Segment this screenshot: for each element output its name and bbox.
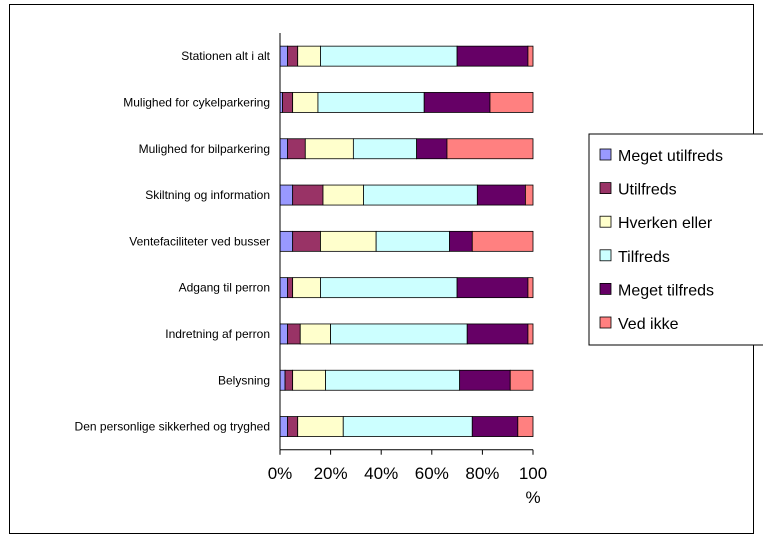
legend-label-hverken-eller: Hverken eller	[618, 215, 713, 232]
bar-segment-tilfreds-adgang-til-perron	[320, 277, 458, 299]
bar-segment-meget-tilfreds-belysning	[459, 369, 511, 391]
bar-segment-meget-tilfreds-den-personlige-sikkerhed-og-tryghed	[471, 416, 519, 437]
category-label: Mulighed for cykelparkering	[123, 95, 270, 109]
bar-segment-hverken-eller-skiltning-og-information	[322, 184, 364, 206]
bar-segment-meget-tilfreds-indretning-af-perron	[466, 323, 529, 345]
legend: Meget utilfreds Utilfreds Hverken eller Til…	[588, 133, 763, 346]
category-label: Skiltning og information	[145, 188, 270, 202]
bar-segment-meget-utilfreds-adgang-til-perron	[279, 277, 288, 299]
bar-segment-meget-utilfreds-belysning	[279, 369, 286, 391]
bar-segment-meget-utilfreds-skiltning-og-information	[279, 184, 294, 206]
bars-group	[279, 45, 534, 437]
bar-segment-meget-utilfreds-mulighed-for-bilparkering	[279, 138, 288, 160]
category-label: Stationen alt i alt	[181, 49, 270, 63]
category-labels: Stationen alt i alt Mulighed for cykelpar…	[75, 49, 271, 433]
bar-segment-ved-ikke-belysning	[509, 369, 534, 391]
bar-segment-utilfreds-mulighed-for-bilparkering	[287, 138, 306, 160]
bar-segment-meget-utilfreds-stationen-alt-i-alt	[279, 45, 288, 67]
legend-box	[588, 133, 763, 346]
legend-swatch-meget-utilfreds	[599, 148, 612, 161]
bar-segment-hverken-eller-mulighed-for-cykelparkering	[292, 92, 319, 113]
category-label: Belysning	[218, 373, 270, 387]
legend-swatch-utilfreds	[599, 182, 612, 195]
bar-segment-ved-ikke-adgang-til-perron	[527, 277, 534, 299]
bar-segment-utilfreds-adgang-til-perron	[287, 277, 294, 299]
x-tick-label: 20%	[314, 464, 348, 483]
category-label: Den personlige sikkerhed og tryghed	[75, 420, 270, 434]
bar-segment-ved-ikke-den-personlige-sikkerhed-og-tryghed	[517, 416, 534, 437]
legend-label-meget-utilfreds: Meget utilfreds	[618, 148, 723, 165]
bar-segment-ved-ikke-mulighed-for-bilparkering	[446, 138, 534, 160]
bar-segment-meget-utilfreds-ventefaciliteter-ved-busser	[279, 230, 294, 252]
bar-segment-meget-tilfreds-skiltning-og-information	[476, 184, 526, 206]
category-label: Indretning af perron	[165, 327, 270, 341]
bar-segment-utilfreds-den-personlige-sikkerhed-og-tryghed	[287, 416, 299, 437]
bar-segment-meget-tilfreds-ventefaciliteter-ved-busser	[449, 230, 473, 252]
x-unit-label: %	[525, 488, 540, 507]
bar-segment-utilfreds-mulighed-for-cykelparkering	[282, 92, 294, 113]
x-tick-label: 60%	[415, 464, 449, 483]
bar-segment-utilfreds-skiltning-og-information	[292, 184, 324, 206]
bar-segment-ved-ikke-indretning-af-perron	[527, 323, 534, 345]
x-axis: 0% 20% 40% 60% 80% 100%	[268, 33, 547, 507]
stacked-bar-chart: Stationen alt i alt Mulighed for cykelpar…	[75, 33, 763, 507]
bar-segment-tilfreds-skiltning-og-information	[363, 184, 478, 206]
bar-segment-ved-ikke-mulighed-for-cykelparkering	[489, 92, 534, 113]
x-tick-label: 80%	[465, 464, 499, 483]
bar-segment-hverken-eller-den-personlige-sikkerhed-og-tryghed	[297, 416, 344, 437]
legend-swatch-ved-ikke	[599, 316, 612, 329]
bar-segment-meget-utilfreds-indretning-af-perron	[279, 323, 288, 345]
bar-segment-tilfreds-belysning	[325, 369, 461, 391]
bar-segment-utilfreds-ventefaciliteter-ved-busser	[292, 230, 321, 252]
legend-label-meget-tilfreds: Meget tilfreds	[618, 282, 714, 299]
bar-segment-tilfreds-mulighed-for-bilparkering	[352, 138, 418, 160]
bar-segment-tilfreds-mulighed-for-cykelparkering	[317, 92, 425, 113]
legend-label-ved-ikke: Ved ikke	[618, 316, 679, 333]
bar-segment-tilfreds-den-personlige-sikkerhed-og-tryghed	[342, 416, 473, 437]
bar-segment-tilfreds-stationen-alt-i-alt	[320, 45, 458, 67]
bar-segment-hverken-eller-adgang-til-perron	[292, 277, 321, 299]
legend-swatch-tilfreds	[599, 249, 612, 262]
bar-segment-hverken-eller-stationen-alt-i-alt	[297, 45, 321, 67]
bar-segment-ved-ikke-skiltning-og-information	[525, 184, 534, 206]
legend-label-utilfreds: Utilfreds	[618, 182, 677, 199]
bar-segment-hverken-eller-belysning	[292, 369, 326, 391]
bar-segment-meget-tilfreds-mulighed-for-cykelparkering	[423, 92, 491, 113]
bar-segment-utilfreds-belysning	[284, 369, 294, 391]
category-label: Adgang til perron	[179, 281, 270, 295]
bar-segment-utilfreds-indretning-af-perron	[287, 323, 301, 345]
bar-segment-tilfreds-ventefaciliteter-ved-busser	[375, 230, 450, 252]
bar-segment-meget-tilfreds-adgang-til-perron	[456, 277, 529, 299]
bar-segment-ved-ikke-ventefaciliteter-ved-busser	[471, 230, 534, 252]
legend-swatch-hverken-eller	[599, 215, 612, 228]
bar-segment-meget-tilfreds-mulighed-for-bilparkering	[416, 138, 448, 160]
bar-segment-utilfreds-stationen-alt-i-alt	[287, 45, 299, 67]
x-tick-label: 0%	[268, 464, 293, 483]
bar-segment-hverken-eller-ventefaciliteter-ved-busser	[320, 230, 377, 252]
bar-segment-ved-ikke-stationen-alt-i-alt	[527, 45, 534, 67]
bar-segment-hverken-eller-indretning-af-perron	[299, 323, 331, 345]
bar-segment-meget-tilfreds-stationen-alt-i-alt	[456, 45, 529, 67]
category-label: Ventefaciliteter ved busser	[129, 234, 270, 248]
x-tick-label: 40%	[364, 464, 398, 483]
legend-label-tilfreds: Tilfreds	[618, 249, 670, 266]
bar-segment-tilfreds-indretning-af-perron	[330, 323, 468, 345]
legend-swatch-meget-tilfreds	[599, 282, 612, 295]
category-label: Mulighed for bilparkering	[139, 142, 270, 156]
bar-segment-hverken-eller-mulighed-for-bilparkering	[304, 138, 354, 160]
x-tick-label: 100	[519, 464, 547, 483]
bar-segment-meget-utilfreds-den-personlige-sikkerhed-og-tryghed	[279, 416, 288, 437]
